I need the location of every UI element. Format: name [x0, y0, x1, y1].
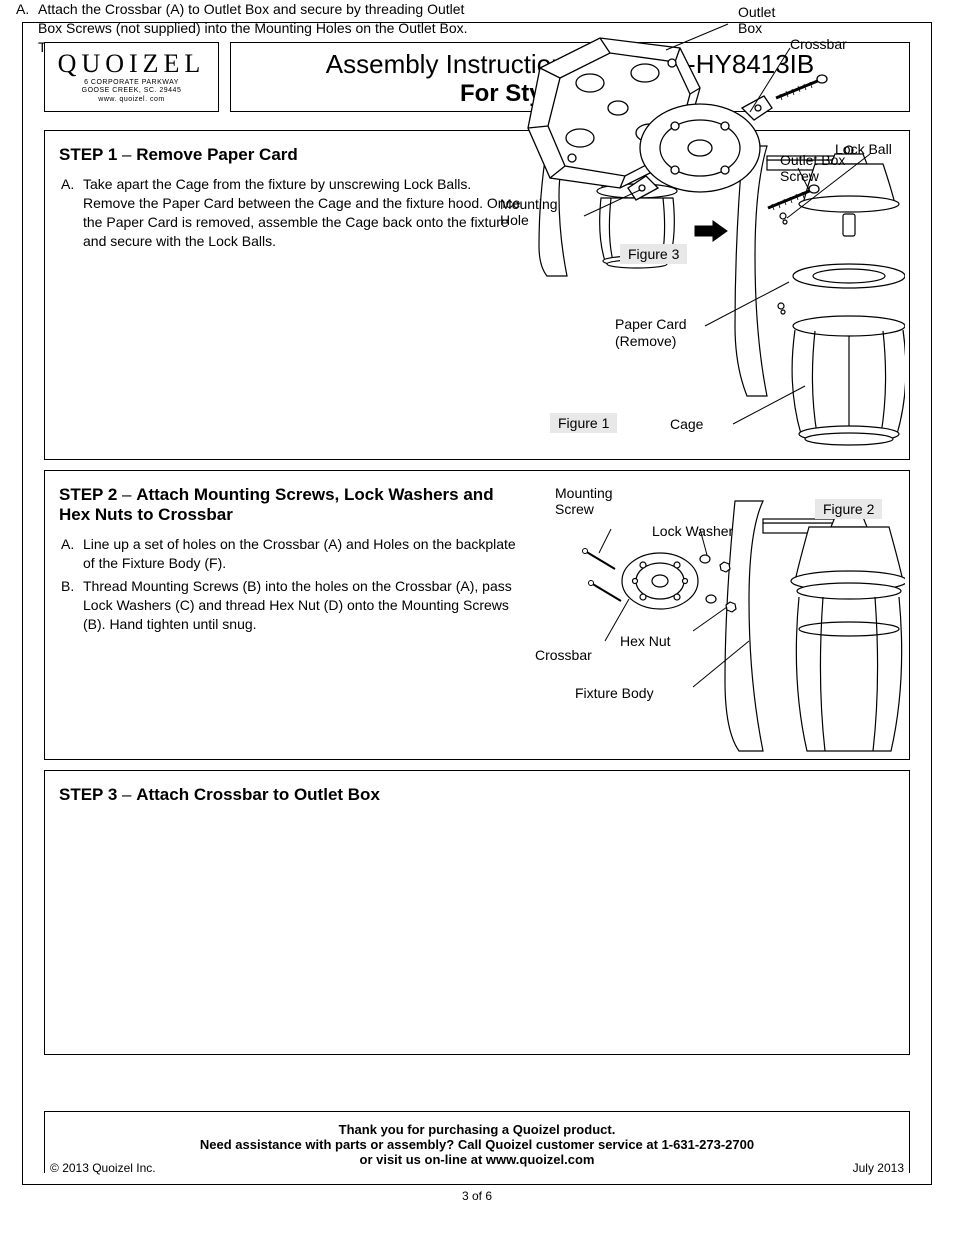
ann-crossbar-2: Crossbar [535, 647, 592, 663]
step-2-title: STEP 2 – Attach Mounting Screws, Lock Wa… [59, 485, 509, 525]
ann-cage: Cage [670, 416, 703, 432]
step-1-item-a: A. Take apart the Cage from the fixture … [61, 175, 521, 251]
ann-mounting-hole-1: Mounting [500, 196, 558, 212]
step-3-heading: Attach Crossbar to Outlet Box [136, 785, 380, 804]
step-2-b-text: Thread Mounting Screws (B) into the hole… [83, 577, 521, 634]
ann-mounting-hole-2: Hole [500, 212, 529, 228]
ann-outlet-box-2: Box [738, 20, 762, 36]
ann-mounting-screw-2: Screw [555, 501, 594, 517]
step-3-dash: – [122, 785, 136, 804]
footer-line-3: or visit us on-line at www.quoizel.com [55, 1152, 899, 1167]
page-number: 3 of 6 [0, 1189, 954, 1203]
step-2-item-a: A. Line up a set of holes on the Crossba… [61, 535, 521, 573]
step-1-a-label: A. [61, 175, 83, 251]
ann-lock-washer: Lock Washer [652, 523, 733, 539]
step-2-a-text: Line up a set of holes on the Crossbar (… [83, 535, 521, 573]
step-1-body: A. Take apart the Cage from the fixture … [61, 175, 521, 251]
step-2-prefix: STEP 2 [59, 485, 117, 504]
ann-hex-nut: Hex Nut [620, 633, 671, 649]
ann-mounting-screw-1: Mounting [555, 485, 613, 501]
figure-1-label: Figure 1 [550, 413, 617, 433]
step-2-item-b: B. Thread Mounting Screws (B) into the h… [61, 577, 521, 634]
ann-paper-card: Paper Card [615, 316, 687, 332]
brand-site: www. quoizel. com [45, 96, 218, 104]
footer-box: Thank you for purchasing a Quoizel produ… [44, 1111, 910, 1173]
ann-paper-remove: (Remove) [615, 333, 676, 349]
brand-address-1: 6 CORPORATE PARKWAY [45, 79, 218, 87]
figure-2-label: Figure 2 [815, 499, 882, 519]
brand-address-2: GOOSE CREEK, SC. 29445 [45, 87, 218, 95]
step-2-dash: – [122, 485, 136, 504]
step-1-heading: Remove Paper Card [136, 145, 298, 164]
ann-outlet-box-1: Outlet [738, 4, 775, 20]
step-1-prefix: STEP 1 [59, 145, 117, 164]
step-3-prefix: STEP 3 [59, 785, 117, 804]
ann-outlet-screw-1: Outlet Box [780, 152, 845, 168]
ann-outlet-screw-2: Screw [780, 168, 819, 184]
brand-logo: QUOIZEL [45, 49, 218, 79]
logo-box: QUOIZEL 6 CORPORATE PARKWAY GOOSE CREEK,… [44, 42, 219, 112]
step-1-dash: – [122, 145, 136, 164]
figure-3-label: Figure 3 [620, 244, 687, 264]
step-1-a-text: Take apart the Cage from the fixture by … [83, 175, 521, 251]
step-3-section: STEP 3 – Attach Crossbar to Outlet Box [44, 770, 910, 1055]
ann-crossbar-3: Crossbar [790, 36, 847, 52]
footer-date: July 2013 [853, 1161, 904, 1175]
footer-line-2: Need assistance with parts or assembly? … [55, 1137, 899, 1152]
step-2-body: A. Line up a set of holes on the Crossba… [61, 535, 521, 633]
footer-line-1: Thank you for purchasing a Quoizel produ… [55, 1122, 899, 1137]
step-2-b-label: B. [61, 577, 83, 634]
ann-fixture-body: Fixture Body [575, 685, 654, 701]
step-2-section: STEP 2 – Attach Mounting Screws, Lock Wa… [44, 470, 910, 760]
step-2-a-label: A. [61, 535, 83, 573]
copyright: © 2013 Quoizel Inc. [50, 1161, 156, 1175]
step-3-title: STEP 3 – Attach Crossbar to Outlet Box [59, 785, 909, 805]
copyright-text: 2013 Quoizel Inc. [62, 1161, 155, 1175]
